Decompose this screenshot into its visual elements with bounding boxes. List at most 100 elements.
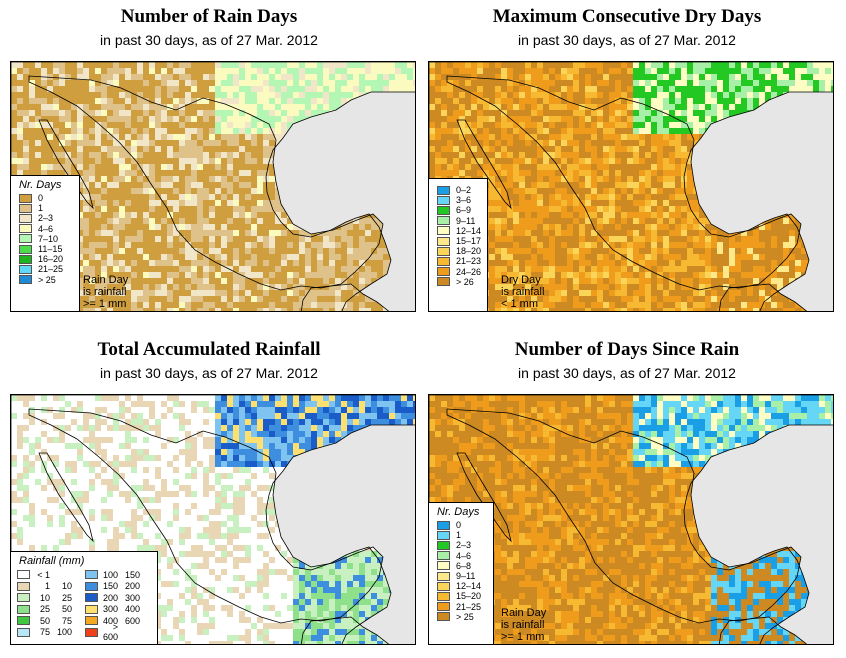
legend-entry: 300 400: [85, 604, 153, 616]
legend-range-high: 200: [124, 581, 140, 592]
legend-entry: 50 75: [17, 615, 85, 627]
legend-swatch: [437, 561, 450, 571]
legend: Rainfall (mm) < 1 1 10 10 25 25 50 50 75 75 100 10…: [11, 551, 158, 644]
legend-label: 18–20: [456, 246, 482, 257]
legend-range-low: 1: [44, 581, 50, 592]
legend-swatch: [85, 570, 98, 580]
legend-label: > 25: [456, 611, 474, 622]
legend-range-high: 25: [61, 592, 72, 603]
legend-swatch: [19, 203, 32, 213]
legend-range-high: 400: [124, 604, 140, 615]
legend-title: Rainfall (mm): [19, 555, 85, 567]
legend-swatch: [17, 616, 30, 626]
legend-swatch: [437, 246, 450, 256]
legend-swatch: [437, 216, 450, 226]
legend-entry: 150 200: [85, 581, 153, 593]
legend-swatch: [19, 244, 32, 254]
legend-range-low: 75: [39, 627, 50, 638]
map-graphic: [429, 62, 833, 311]
legend-label: 6–9: [456, 205, 472, 216]
legend-label: 11–15: [38, 244, 63, 255]
legend-swatch: [85, 627, 98, 637]
legend-column-left: < 1 1 10 10 25 25 50 50 75 75 100: [17, 569, 85, 638]
legend-entry: 400 600: [85, 615, 153, 627]
legend-entry: 15–17: [429, 236, 487, 246]
legend-swatch: [19, 213, 32, 223]
legend-entry: 2–3: [11, 213, 79, 223]
note-line: >= 1 mm: [501, 631, 545, 643]
legend-entry: > 600: [85, 622, 153, 642]
legend-entry: 21–23: [429, 256, 487, 266]
legend-entry: 200 300: [85, 592, 153, 604]
legend-label: 21–25: [456, 601, 482, 612]
panel-dry-days: Maximum Consecutive Dry Days in past 30 …: [418, 0, 836, 316]
legend-entry: 6–8: [429, 561, 493, 571]
legend-entry: 0: [429, 520, 493, 530]
legend-label: 7–10: [38, 233, 59, 244]
legend-entry: > 25: [429, 612, 493, 622]
legend-label: > 26: [456, 276, 474, 287]
legend-entry: 7–10: [11, 234, 79, 244]
legend-label: 0: [38, 193, 44, 204]
legend-swatch: [19, 254, 32, 264]
legend-range-high: 300: [124, 592, 140, 603]
legend-swatch: [437, 277, 450, 287]
total-rainfall-map: Rainfall (mm) < 1 1 10 10 25 25 50 50 75 75 100 10…: [10, 394, 416, 645]
note-line: is rainfall: [83, 286, 127, 298]
legend-swatch: [437, 551, 450, 561]
legend-entry: 24–26: [429, 267, 487, 277]
legend-label: 0–2: [456, 185, 472, 196]
legend-range-low: 50: [39, 615, 50, 626]
legend-swatch: [19, 224, 32, 234]
legend-entry: 0: [11, 193, 79, 203]
legend-swatch: [437, 540, 450, 550]
legend: Nr. Days 0 1 2–3 4–6 6–8 9–11 12–14 15–20 21–25 >…: [429, 502, 494, 644]
legend: Nr. Days 0 1 2–3 4–6 7–10 11–15 16–20 21–25 > 25: [11, 175, 80, 311]
legend-entry: 15–20: [429, 591, 493, 601]
legend-label: 15–20: [456, 591, 482, 602]
note-line: Rain Day: [83, 274, 129, 286]
panel-subtitle: in past 30 days, as of 27 Mar. 2012: [100, 365, 318, 381]
legend: 0–2 3–6 6–9 9–11 12–14 15–17 18–20 21–23 24–26 > …: [429, 178, 488, 311]
legend-swatch: [437, 520, 450, 530]
panel-title: Number of Days Since Rain: [514, 339, 740, 360]
legend-entry: 4–6: [11, 224, 79, 234]
legend-note: Rain Day is rainfall >= 1 mm: [501, 607, 546, 643]
legend-label: 4–6: [38, 223, 54, 234]
legend-swatch: [437, 581, 450, 591]
legend-swatch: [437, 185, 450, 195]
rainfall-legend-grid: < 1 1 10 10 25 25 50 50 75 75 100 100 150 150 200 200 3…: [11, 569, 157, 642]
legend-entry: 25 50: [17, 604, 85, 616]
legend-swatch: [85, 616, 98, 626]
legend-swatch: [17, 593, 30, 603]
legend-range-high: 50: [61, 604, 72, 615]
legend-label: 4–6: [456, 550, 472, 561]
legend-swatch: [437, 256, 450, 266]
legend-label: 2–3: [38, 213, 54, 224]
legend-range-low: > 600: [102, 622, 118, 643]
note-line: Rain Day: [501, 607, 547, 619]
legend-entry: < 1: [17, 569, 85, 581]
legend-range-low: 400: [102, 615, 118, 626]
legend-label: 12–14: [456, 225, 482, 236]
legend-swatch: [19, 275, 32, 285]
legend-rows: 0–2 3–6 6–9 9–11 12–14 15–17 18–20 21–23 24–26 > …: [429, 179, 487, 287]
legend-range-low: 25: [39, 604, 50, 615]
legend-swatch: [17, 627, 30, 637]
legend-range-low: 300: [102, 604, 118, 615]
legend-title: Nr. Days: [437, 506, 480, 518]
legend-swatch: [17, 570, 30, 580]
legend-entry: 1 10: [17, 581, 85, 593]
legend-swatch: [19, 264, 32, 274]
note-line: >= 1 mm: [83, 298, 127, 310]
legend-title: Nr. Days: [19, 179, 62, 191]
legend-swatch: [85, 604, 98, 614]
legend-label: 3–6: [456, 195, 472, 206]
note-line: Dry Day: [501, 274, 541, 286]
legend-label: 9–11: [456, 571, 476, 582]
legend-range-high: 150: [124, 569, 140, 580]
legend-column-right: 100 150 150 200 200 300 300 400 400 600 > 600: [85, 569, 153, 642]
legend-rows: 0 1 2–3 4–6 6–8 9–11 12–14 15–20 21–25 > 25: [429, 520, 493, 622]
legend-swatch: [437, 602, 450, 612]
panel-subtitle: in past 30 days, as of 27 Mar. 2012: [518, 32, 736, 48]
